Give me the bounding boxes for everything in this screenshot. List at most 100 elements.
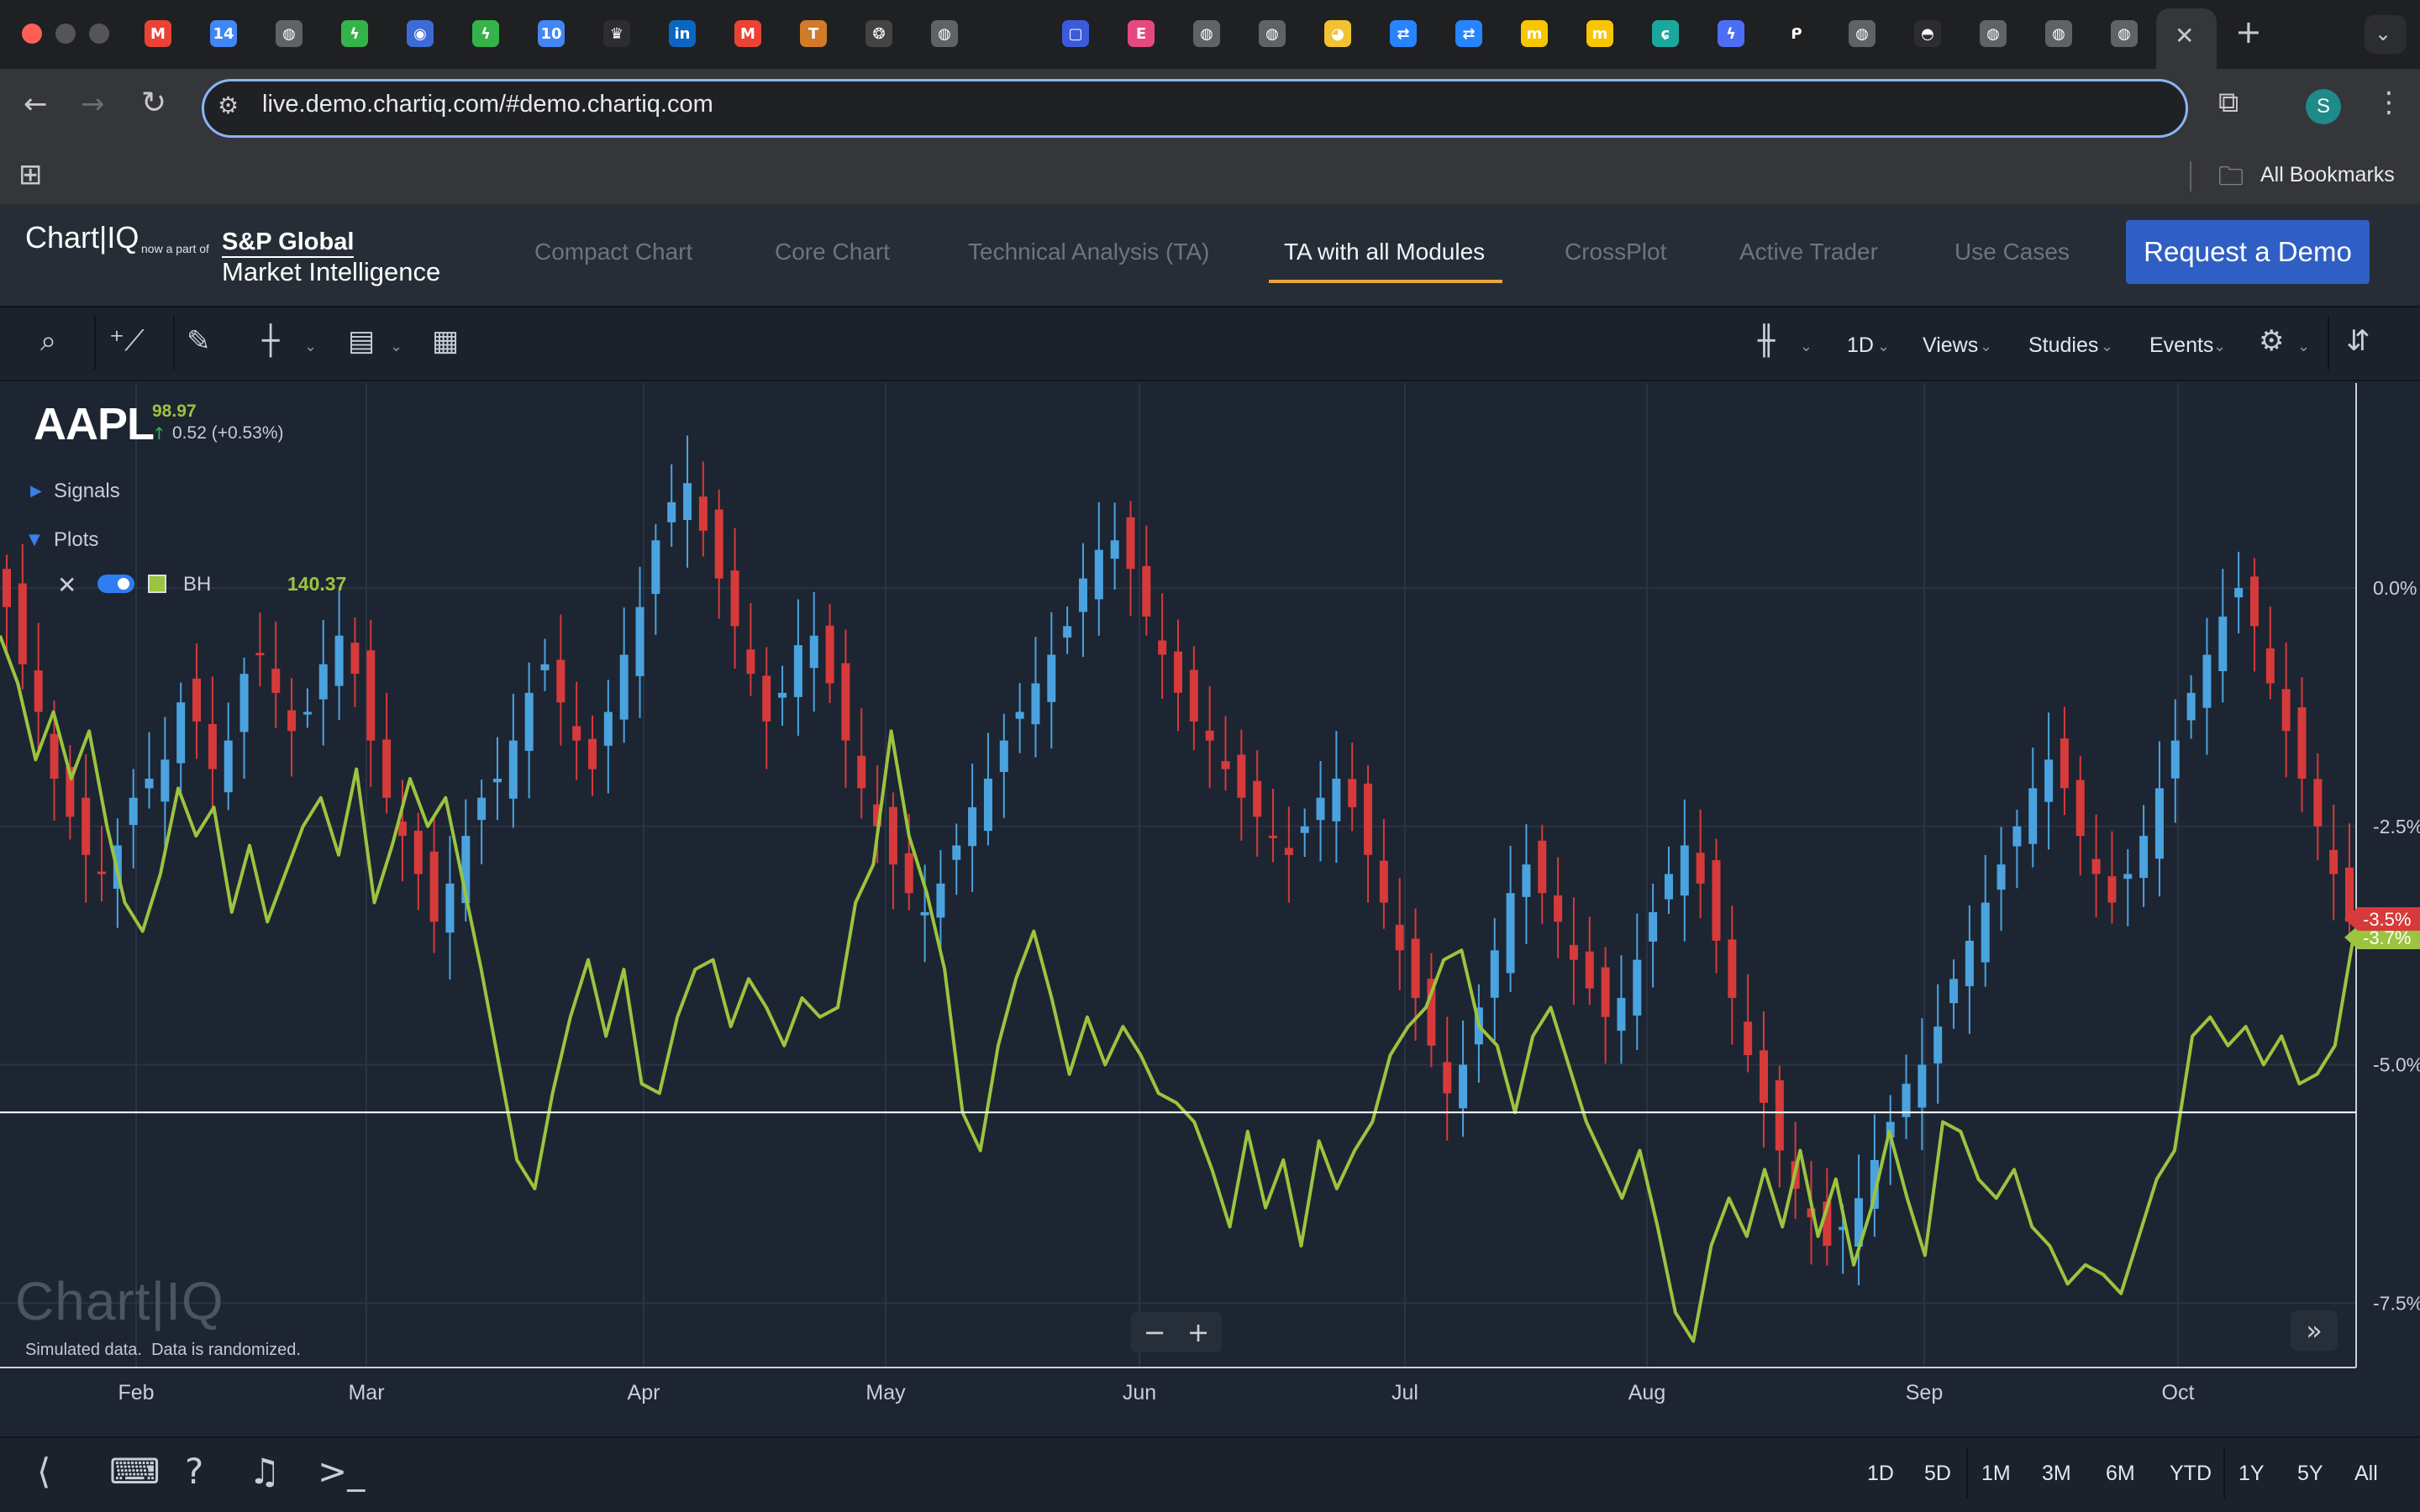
address-url[interactable]: live.demo.chartiq.com/#demo.chartiq.com xyxy=(262,91,713,118)
chevron-down-icon[interactable]: ⌄ xyxy=(1800,338,1813,355)
sound-icon[interactable]: ♫ xyxy=(249,1451,281,1492)
plot-color-swatch[interactable] xyxy=(148,575,166,593)
events-menu[interactable]: Events xyxy=(2149,333,2214,357)
calendar-14-tab-icon[interactable]: 14 xyxy=(210,20,237,47)
spiral-green-tab-icon[interactable]: ɕ xyxy=(1652,20,1679,47)
chart-area[interactable] xyxy=(0,383,2420,1436)
all-bookmarks-link[interactable]: All Bookmarks xyxy=(2260,163,2395,186)
signals-toggle[interactable]: Signals xyxy=(54,480,120,502)
compare-icon[interactable]: ⁺⟋ xyxy=(109,324,145,358)
globe-tab-icon[interactable]: ◍ xyxy=(931,20,958,47)
square-blue-tab-icon[interactable]: ▢ xyxy=(1062,20,1089,47)
range-6m[interactable]: 6M xyxy=(2106,1462,2135,1485)
gmail-tab-icon[interactable]: M xyxy=(734,20,761,47)
forward-icon[interactable]: → xyxy=(81,87,105,121)
keyboard-icon[interactable]: ⌨ xyxy=(109,1451,160,1492)
calendar-10-tab-icon[interactable]: 10 xyxy=(538,20,565,47)
expand-triangle-icon[interactable]: ▶ xyxy=(30,482,42,500)
chevron-down-icon[interactable]: ⌄ xyxy=(1877,338,1891,355)
yellow-eye-tab-icon[interactable]: ◕ xyxy=(1324,20,1351,47)
symbol-search-icon[interactable]: ⌕ xyxy=(40,324,57,358)
chevron-down-icon[interactable]: ⌄ xyxy=(304,338,318,355)
crosshair-icon[interactable]: ┼ xyxy=(262,324,280,358)
chevron-down-icon[interactable]: ⌄ xyxy=(390,338,403,355)
nav-use-cases[interactable]: Use Cases xyxy=(1954,239,2070,265)
periodicity-menu[interactable]: 1D xyxy=(1847,333,1874,357)
github-tab-icon[interactable]: ◓ xyxy=(1914,20,1941,47)
zoom-out-button[interactable]: − xyxy=(1143,1316,1166,1348)
price-chart[interactable]: 0.0% -2.5% -5.0% -7.5% Feb Mar Apr May Jun Jul Au… xyxy=(0,383,2420,1436)
range-5y[interactable]: 5Y xyxy=(2297,1462,2323,1485)
miro-tab-icon[interactable]: m xyxy=(1521,20,1548,47)
nav-compact-chart[interactable]: Compact Chart xyxy=(534,239,693,265)
pinned-p-tab-icon[interactable]: ᑭ xyxy=(1783,20,1810,47)
views-menu[interactable]: Views xyxy=(1923,333,1979,357)
jira-tab-icon[interactable]: ⇄ xyxy=(1390,20,1417,47)
range-5d[interactable]: 5D xyxy=(1924,1462,1951,1485)
profile-avatar[interactable]: S xyxy=(2306,89,2341,124)
browser-menu-icon[interactable]: ⋮ xyxy=(2375,86,2403,119)
tab-close-icon[interactable]: ✕ xyxy=(2175,22,2195,50)
active-tab[interactable]: ✕ xyxy=(2156,8,2217,69)
range-1y[interactable]: 1Y xyxy=(2238,1462,2265,1485)
chevron-down-icon[interactable]: ⌄ xyxy=(1980,338,1993,355)
openai-tab-icon[interactable]: ❂ xyxy=(865,20,892,47)
miro-tab-icon[interactable]: m xyxy=(1586,20,1613,47)
zoom-in-button[interactable]: + xyxy=(1186,1316,1210,1348)
chevron-down-icon[interactable]: ⌄ xyxy=(2297,338,2311,355)
chevron-down-icon[interactable]: ⌄ xyxy=(2213,338,2227,355)
settings-gear-icon[interactable]: ⚙ xyxy=(2259,324,2285,358)
crown-tab-icon[interactable]: ♛ xyxy=(603,20,630,47)
globe-tab-icon[interactable]: ◍ xyxy=(1193,20,1220,47)
bolt-blue-tab-icon[interactable]: ϟ xyxy=(1718,20,1744,47)
remove-plot-icon[interactable]: ✕ xyxy=(57,571,77,599)
window-zoom-icon[interactable] xyxy=(89,24,109,44)
range-3m[interactable]: 3M xyxy=(2042,1462,2071,1485)
globe-tab-icon[interactable]: ◍ xyxy=(1849,20,1876,47)
range-all[interactable]: All xyxy=(2354,1462,2378,1485)
share-icon[interactable]: ⟨ xyxy=(37,1451,51,1492)
nav-technical-analysis[interactable]: Technical Analysis (TA) xyxy=(968,239,1210,265)
address-bar[interactable]: ⚙ xyxy=(202,79,2188,138)
terminal-icon[interactable]: >_ xyxy=(318,1451,366,1492)
feather-green-tab-icon[interactable]: ϟ xyxy=(341,20,368,47)
globe-tab-icon[interactable]: ◍ xyxy=(2045,20,2072,47)
globe-tab-icon[interactable]: ◍ xyxy=(2111,20,2138,47)
chartiq-logo[interactable]: Chart|IQ xyxy=(25,220,139,255)
nav-active-trader[interactable]: Active Trader xyxy=(1739,239,1878,265)
extensions-icon[interactable]: ⧉ xyxy=(2218,86,2239,119)
gmail-tab-icon[interactable]: M xyxy=(145,20,171,47)
jira-tab-icon[interactable]: ⇄ xyxy=(1455,20,1482,47)
globe-tab-icon[interactable]: ◍ xyxy=(1980,20,2007,47)
circle-pink-tab-icon[interactable]: E xyxy=(1128,20,1155,47)
studies-menu[interactable]: Studies xyxy=(2028,333,2099,357)
chart-type-candles-icon[interactable]: ╫ xyxy=(1758,324,1776,358)
blank-tab-icon[interactable] xyxy=(997,20,1023,47)
site-info-icon[interactable]: ⚙ xyxy=(218,92,239,119)
reload-icon[interactable]: ↻ xyxy=(141,86,167,120)
request-demo-button[interactable]: Request a Demo xyxy=(2126,220,2370,284)
plots-toggle[interactable]: Plots xyxy=(54,528,99,551)
chevron-down-icon[interactable]: ⌄ xyxy=(2101,338,2114,355)
nav-crossplot[interactable]: CrossPlot xyxy=(1565,239,1667,265)
info-comment-icon[interactable]: ▤ xyxy=(348,324,376,358)
window-minimize-icon[interactable] xyxy=(55,24,76,44)
browser-blue-tab-icon[interactable]: ◉ xyxy=(407,20,434,47)
draw-pencil-icon[interactable]: ✎ xyxy=(187,324,211,358)
tab-search-button[interactable]: ⌄ xyxy=(2365,15,2407,54)
globe-tab-icon[interactable]: ◍ xyxy=(1259,20,1286,47)
nav-core-chart[interactable]: Core Chart xyxy=(775,239,890,265)
share-export-icon[interactable]: ⇵ xyxy=(2346,324,2370,358)
range-ytd[interactable]: YTD xyxy=(2170,1462,2212,1485)
table-view-icon[interactable]: ▦ xyxy=(432,324,460,358)
window-close-icon[interactable] xyxy=(22,24,42,44)
back-icon[interactable]: ← xyxy=(24,87,48,121)
linkedin-tab-icon[interactable]: in xyxy=(669,20,696,47)
range-1d[interactable]: 1D xyxy=(1867,1462,1894,1485)
apps-grid-icon[interactable]: ⊞ xyxy=(18,158,43,192)
new-tab-icon[interactable]: + xyxy=(2235,13,2262,50)
feather-green-tab-icon[interactable]: ϟ xyxy=(472,20,499,47)
scroll-to-end-button[interactable]: » xyxy=(2291,1310,2338,1351)
help-icon[interactable]: ? xyxy=(185,1451,204,1492)
globe-tab-icon[interactable]: ◍ xyxy=(276,20,302,47)
